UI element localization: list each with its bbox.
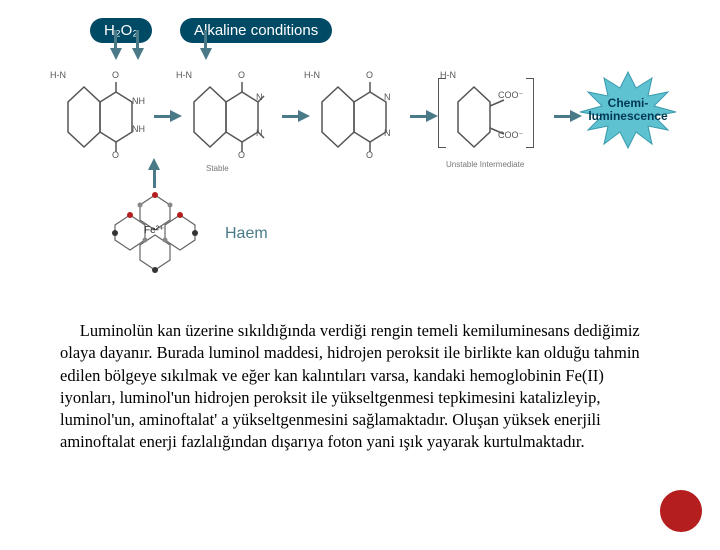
burst-chemiluminescence: Chemi-luminescence bbox=[578, 70, 678, 150]
frag-n4: N bbox=[384, 128, 391, 138]
arrow-2 bbox=[298, 110, 310, 122]
molecule-2: H-N O N N O Stable bbox=[186, 72, 266, 167]
arrow-up-haem bbox=[148, 158, 160, 170]
arrow-3 bbox=[426, 110, 438, 122]
frag-hn-4: H-N bbox=[440, 70, 456, 80]
frag-o1: O bbox=[112, 70, 119, 80]
body-text: Luminolün kan üzerine sıkıldığında verdi… bbox=[60, 320, 660, 454]
molecule-4: H-N COO⁻ COO⁻ bbox=[450, 72, 520, 167]
arrow-1 bbox=[170, 110, 182, 122]
frag-hn-3: H-N bbox=[304, 70, 320, 80]
frag-o3: O bbox=[238, 70, 245, 80]
bracket-left bbox=[438, 78, 446, 148]
burst-label: Chemi-luminescence bbox=[588, 97, 667, 123]
frag-o6: O bbox=[366, 150, 373, 160]
bracket-right bbox=[526, 78, 534, 148]
arrow-down-1 bbox=[110, 48, 122, 60]
body-paragraph: Luminolün kan üzerine sıkıldığında verdi… bbox=[60, 320, 660, 454]
h2o2-pill: H₂O₂ bbox=[90, 18, 152, 43]
reaction-diagram: H₂O₂ Alkaline conditions H-N O NH NH O H… bbox=[30, 10, 690, 290]
frag-n1: N bbox=[256, 92, 263, 102]
caption-stable: Stable bbox=[206, 164, 229, 173]
frag-hn: H-N bbox=[50, 70, 66, 80]
haem-label: Haem bbox=[225, 225, 268, 243]
frag-nh2: NH bbox=[132, 124, 145, 134]
arrow-down-3 bbox=[200, 48, 212, 60]
fe-label: Fe²⁺ bbox=[144, 225, 164, 236]
frag-hn-2: H-N bbox=[176, 70, 192, 80]
frag-n2: N bbox=[256, 128, 263, 138]
frag-o5: O bbox=[366, 70, 373, 80]
frag-nh1: NH bbox=[132, 96, 145, 106]
arrow-down-2 bbox=[132, 48, 144, 60]
frag-coo1: COO⁻ bbox=[498, 90, 523, 101]
frag-o2: O bbox=[112, 150, 119, 160]
haem-structure: Fe²⁺ bbox=[100, 185, 210, 280]
caption-unstable: Unstable Intermediate bbox=[446, 160, 524, 169]
slide-corner-dot bbox=[660, 490, 702, 532]
molecule-luminol: H-N O NH NH O bbox=[60, 72, 140, 167]
molecule-3: H-N O N N O bbox=[314, 72, 394, 167]
alkaline-pill: Alkaline conditions bbox=[180, 18, 332, 43]
frag-n3: N bbox=[384, 92, 391, 102]
frag-coo2: COO⁻ bbox=[498, 130, 523, 141]
frag-o4: O bbox=[238, 150, 245, 160]
